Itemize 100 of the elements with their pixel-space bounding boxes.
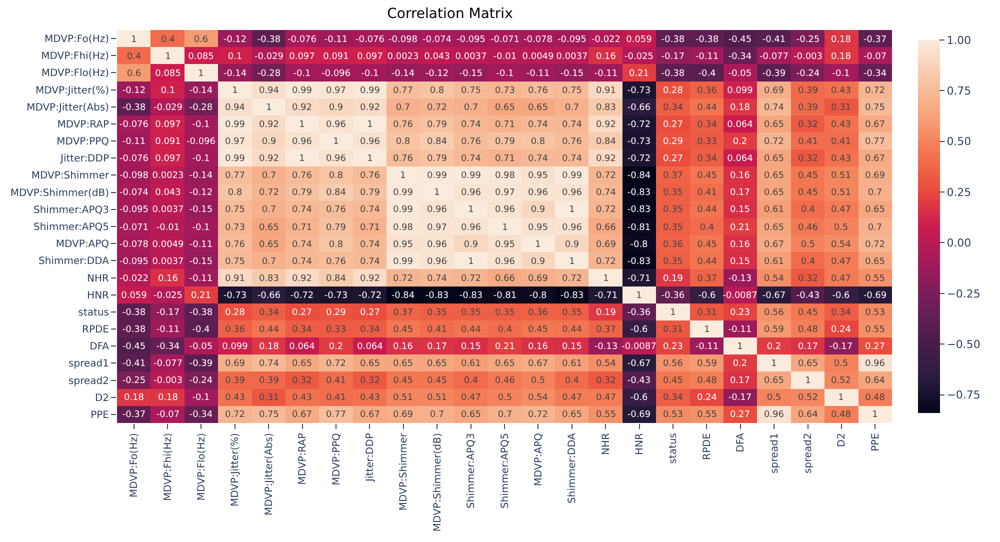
data-label: 0.92: [360, 274, 380, 284]
data-label: 0.41: [326, 376, 346, 386]
y-tick-label: MDVP:APQ: [56, 239, 110, 250]
x-tick-label: MDVP:Jitter(Abs): [264, 432, 275, 516]
data-label: 0.76: [562, 137, 582, 148]
data-label: 0.72: [864, 240, 886, 250]
data-label: 0.56: [764, 308, 784, 318]
data-label: 0.32: [798, 154, 818, 164]
data-label: 1: [434, 188, 440, 198]
x-tick-label: MDVP:Jitter(%): [230, 432, 242, 507]
data-label: -0.38: [661, 69, 685, 80]
data-label: 0.92: [596, 120, 616, 130]
data-label: 0.064: [289, 342, 316, 352]
data-label: -0.15: [459, 69, 483, 80]
data-label: -0.003: [153, 376, 183, 386]
data-label: 0.7: [564, 103, 580, 114]
y-tick-label: MDVP:Shimmer: [31, 170, 110, 182]
data-label: 0.76: [460, 137, 482, 148]
data-label: 0.67: [864, 154, 886, 164]
data-label: 0.71: [494, 120, 516, 130]
y-tick-label: MDVP:Flo(Hz): [41, 68, 110, 80]
x-tick-label: MDVP:Flo(Hz): [196, 432, 208, 501]
data-label: 0.7: [868, 223, 882, 234]
data-label: 0.1: [160, 86, 176, 96]
data-label: 0.72: [426, 103, 448, 114]
data-label: 0.091: [155, 137, 181, 148]
data-label: 0.74: [596, 188, 616, 198]
data-label: 0.17: [798, 342, 818, 352]
data-label: -0.17: [661, 52, 685, 62]
data-label: 0.84: [426, 137, 448, 148]
data-label: -0.1: [496, 69, 514, 80]
data-label: 0.091: [323, 52, 349, 62]
data-label: 0.96: [528, 188, 548, 198]
data-label: 0.21: [190, 291, 212, 302]
data-label: -0.11: [695, 52, 719, 62]
data-label: 0.32: [360, 376, 380, 386]
data-label: 0.45: [798, 171, 818, 182]
data-label: -0.11: [189, 240, 213, 250]
data-label: 0.56: [662, 359, 684, 370]
data-label: 0.41: [326, 393, 346, 404]
data-label: -0.1: [192, 223, 210, 234]
data-label: 0.72: [764, 137, 784, 148]
data-label: 0.74: [460, 154, 482, 164]
data-label: -0.38: [189, 308, 213, 318]
data-label: 1: [266, 103, 272, 114]
data-label: 0.0037: [152, 205, 184, 216]
data-label: 0.59: [764, 325, 784, 336]
data-label: 1: [535, 240, 541, 250]
data-label: 0.65: [494, 359, 516, 370]
data-label: -0.05: [728, 69, 752, 80]
data-label: -0.078: [119, 240, 149, 250]
data-label: 0.65: [764, 376, 784, 386]
data-label: 0.37: [696, 274, 718, 284]
chart-title: Correlation Matrix: [387, 6, 513, 22]
data-label: 0.23: [730, 308, 750, 318]
data-label: 0.74: [292, 257, 312, 268]
data-label: 0.18: [730, 103, 750, 114]
data-label: -0.66: [627, 103, 651, 114]
data-label: 0.65: [764, 171, 784, 182]
data-label: -0.077: [759, 52, 789, 62]
data-label: 0.76: [392, 154, 414, 164]
data-label: 0.34: [258, 308, 280, 318]
data-label: -0.6: [832, 291, 850, 302]
data-label: 0.96: [360, 137, 380, 148]
data-label: 1: [131, 35, 137, 46]
data-label: 0.92: [360, 103, 380, 114]
data-label: 0.7: [464, 103, 478, 114]
x-tick-label: NHR: [600, 432, 612, 455]
data-label: 0.47: [830, 257, 852, 268]
data-label: 0.7: [498, 410, 512, 420]
data-label: 0.54: [830, 240, 852, 250]
x-tick-label: Jitter:DDP: [364, 433, 376, 482]
y-tick-label: MDVP:Shimmer(dB): [10, 188, 110, 199]
data-label: -0.36: [661, 291, 685, 302]
data-label: 0.5: [766, 393, 782, 404]
data-label: 0.84: [326, 188, 346, 198]
data-label: 0.35: [662, 188, 684, 198]
data-label: 0.96: [460, 188, 482, 198]
color-bar-label: 0.75: [946, 84, 972, 98]
data-label: 0.69: [596, 240, 616, 250]
data-label: 0.65: [494, 103, 516, 114]
data-label: 0.39: [258, 376, 280, 386]
data-label: -0.73: [627, 86, 651, 96]
data-label: 1: [468, 205, 474, 216]
color-bar-label: −0.50: [946, 338, 980, 351]
data-label: 0.0023: [152, 171, 184, 182]
data-label: 0.96: [864, 359, 886, 370]
data-label: -0.11: [526, 69, 550, 80]
data-label: 0.45: [662, 376, 684, 386]
data-label: 0.94: [258, 86, 280, 96]
data-label: 0.36: [224, 325, 246, 336]
data-label: 0.67: [764, 240, 784, 250]
data-label: -0.12: [189, 188, 213, 198]
data-label: 0.72: [326, 359, 346, 370]
data-label: 0.17: [426, 342, 448, 352]
data-label: 0.99: [360, 86, 380, 96]
data-label: 0.65: [798, 359, 818, 370]
data-label: 0.72: [258, 188, 280, 198]
data-label: -0.078: [523, 35, 553, 46]
data-label: 0.92: [258, 120, 280, 130]
